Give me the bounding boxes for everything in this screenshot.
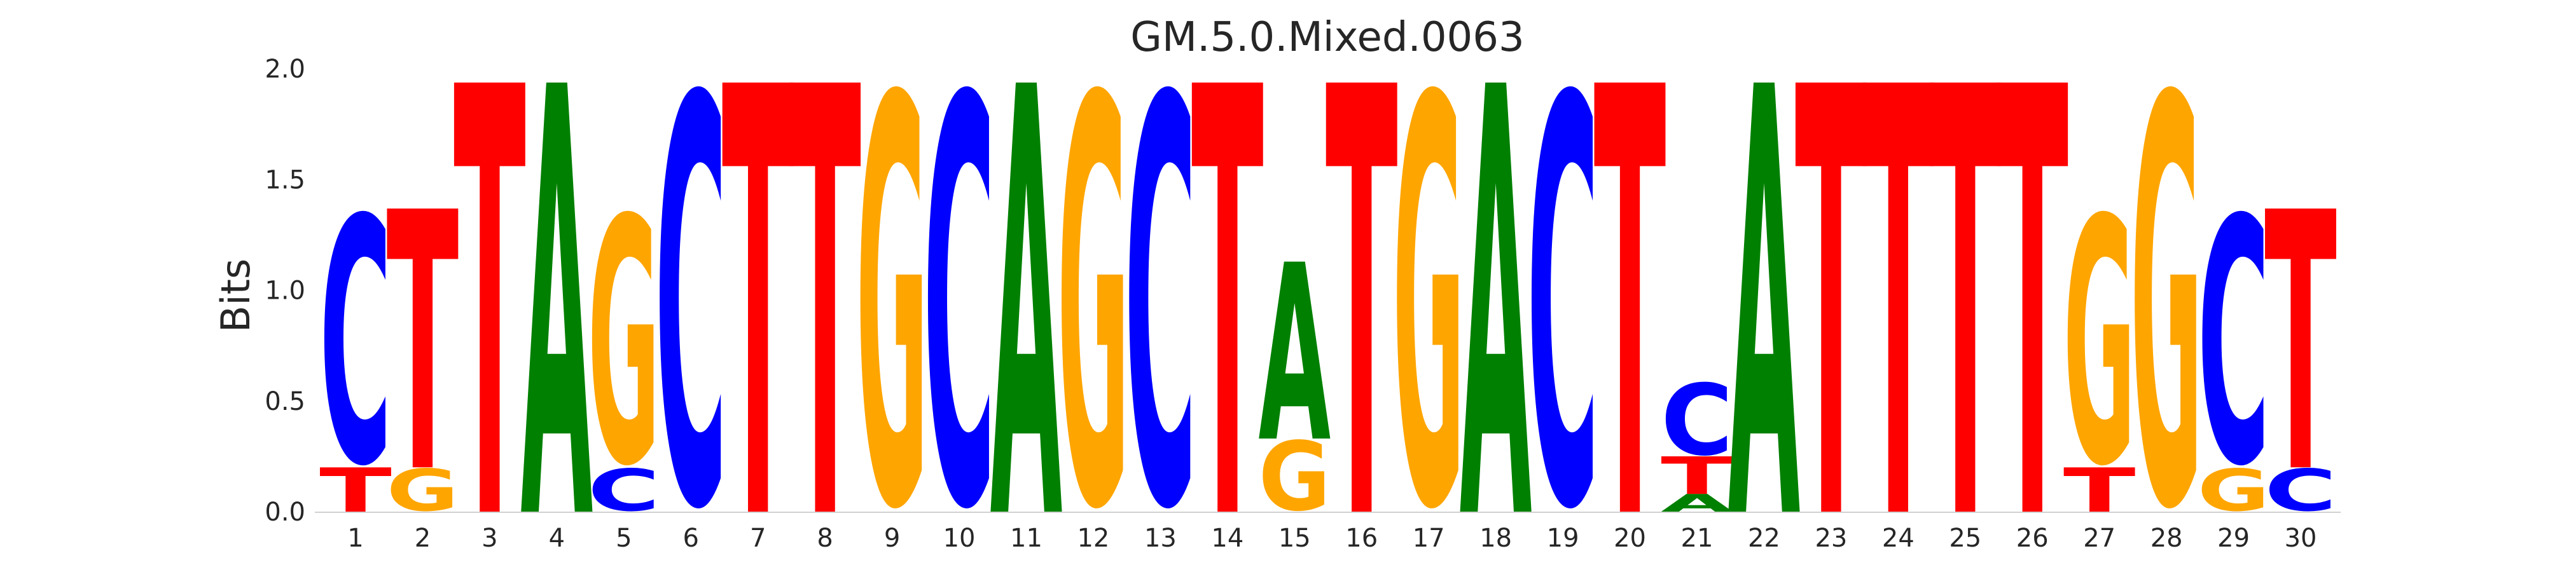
logo-letter-t: T — [1795, 0, 1868, 572]
logo-letter-t: T — [1996, 0, 2069, 572]
logo-letter-a: A — [990, 0, 1063, 572]
x-tick-label: 30 — [2285, 524, 2317, 553]
logo-letter-c: C — [2264, 457, 2337, 524]
x-tick-label: 20 — [1614, 524, 1646, 553]
logo-letter-t: T — [1594, 0, 1667, 572]
logo-letter-t: T — [1929, 0, 2002, 572]
logo-letter-g: G — [1258, 421, 1331, 532]
logo-letter-a: A — [1460, 0, 1533, 572]
x-tick-label: 18 — [1479, 524, 1512, 553]
logo-letter-g: G — [2130, 0, 2203, 572]
logo-letter-t: T — [722, 0, 795, 572]
x-tick-label: 12 — [1077, 524, 1109, 553]
x-tick-label: 1 — [347, 524, 363, 553]
x-tick-label: 3 — [481, 524, 497, 553]
y-tick-label: 0.0 — [265, 498, 305, 527]
x-tick-label: 25 — [1949, 524, 1981, 553]
logo-letter-t: T — [789, 0, 862, 572]
x-tick-label: 14 — [1211, 524, 1243, 553]
logo-letter-c: C — [1527, 0, 1599, 572]
x-tick-label: 21 — [1681, 524, 1714, 553]
logo-letter-c: C — [588, 457, 660, 524]
x-tick-label: 19 — [1547, 524, 1579, 553]
logo-letter-c: C — [1125, 0, 1197, 572]
x-tick-label: 10 — [943, 524, 976, 553]
y-tick-label: 1.0 — [265, 276, 305, 306]
x-tick-label: 7 — [750, 524, 766, 553]
chart-title: GM.5.0.Mixed.0063 — [1130, 14, 1524, 61]
logo-letter-g: G — [1392, 0, 1465, 572]
y-axis: 0.0 0.5 1.0 1.5 2.0 — [265, 55, 305, 527]
x-tick-label: 2 — [415, 524, 431, 553]
logo-letter-g: G — [2198, 457, 2270, 524]
logo-letter-c: C — [654, 0, 727, 572]
logo-letter-t: T — [454, 0, 527, 572]
y-tick-label: 2.0 — [265, 55, 305, 84]
x-axis: 1 2 3 4 5 6 7 8 9 10 11 12 13 14 15 16 17 18 19 20 21 22 23 24 2… — [315, 512, 2341, 553]
logo-letter-t: T — [387, 139, 460, 552]
logo-letter-a: A — [521, 0, 594, 572]
x-tick-label: 8 — [817, 524, 833, 553]
y-tick-label: 0.5 — [265, 387, 305, 416]
logo-letter-t: T — [319, 456, 392, 526]
logo-letter-g: G — [387, 457, 459, 524]
logo-letter-t: T — [1191, 0, 1264, 572]
x-tick-label: 5 — [616, 524, 632, 553]
logo-letter-g: G — [2063, 149, 2136, 541]
logo-letter-c: C — [923, 0, 995, 572]
logo-letter-t: T — [2264, 139, 2337, 552]
logo-letter-t: T — [1661, 446, 1733, 507]
logo-letter-t: T — [1326, 0, 1399, 572]
x-tick-label: 11 — [1010, 524, 1042, 553]
x-tick-label: 13 — [1144, 524, 1177, 553]
logo-letter-g: G — [856, 0, 929, 572]
x-tick-label: 17 — [1413, 524, 1445, 553]
logo-letter-t: T — [2063, 456, 2136, 526]
x-tick-label: 4 — [549, 524, 565, 553]
y-axis-label: Bits — [212, 259, 259, 332]
x-tick-label: 16 — [1345, 524, 1378, 553]
logo-letter-c: C — [2198, 149, 2270, 541]
x-tick-label: 15 — [1278, 524, 1311, 553]
x-tick-label: 9 — [884, 524, 900, 553]
x-tick-label: 26 — [2016, 524, 2049, 553]
logo-letter-c: C — [1661, 364, 1733, 477]
y-tick-label: 1.5 — [265, 165, 305, 194]
logo-letter-g: G — [1057, 0, 1130, 572]
logo-letter-a: A — [1258, 214, 1331, 496]
x-tick-label: 22 — [1748, 524, 1780, 553]
x-tick-label: 28 — [2150, 524, 2183, 553]
x-tick-label: 24 — [1882, 524, 1915, 553]
x-tick-label: 29 — [2217, 524, 2250, 553]
logo-letter-t: T — [1862, 0, 1935, 572]
logo-letter-a: A — [1661, 489, 1733, 518]
x-tick-label: 27 — [2083, 524, 2116, 553]
logo-letter-a: A — [1728, 0, 1801, 572]
logo-letter-c: C — [319, 149, 392, 541]
logo-letter-g: G — [588, 149, 660, 541]
x-tick-label: 23 — [1815, 524, 1847, 553]
x-tick-label: 6 — [683, 524, 699, 553]
